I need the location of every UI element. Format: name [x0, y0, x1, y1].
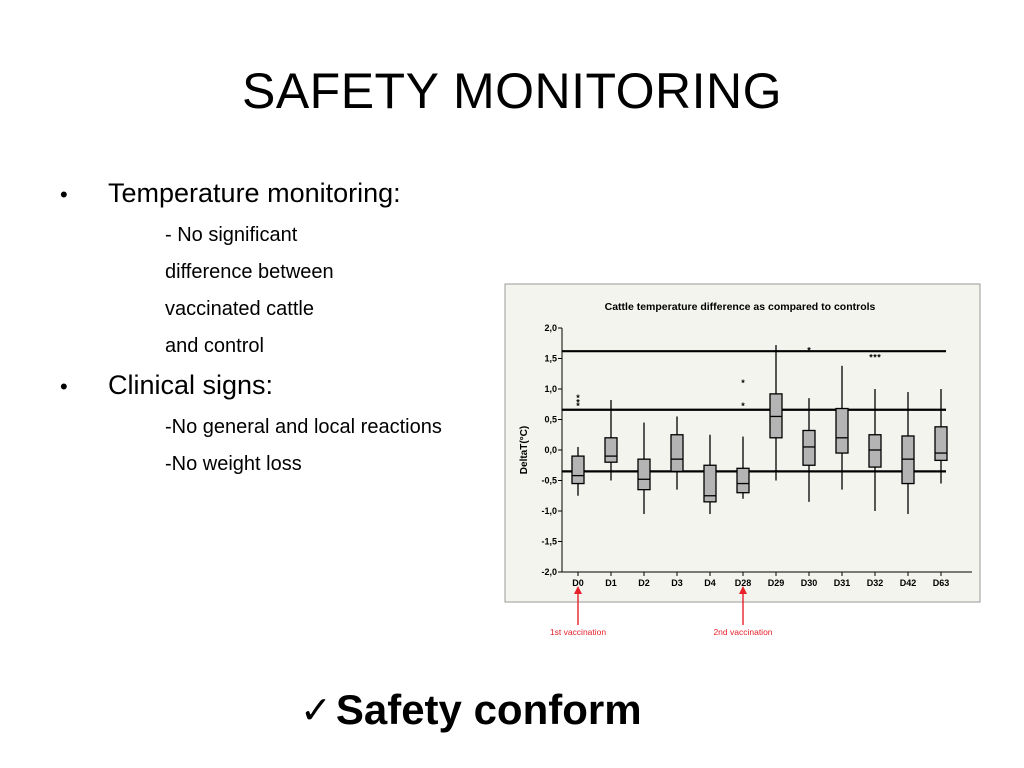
y-axis-label: DeltaT(°C): [519, 426, 530, 474]
y-tick-label: 2,0: [544, 323, 557, 333]
y-tick-label: -1,0: [541, 506, 557, 516]
y-tick-label: 0,0: [544, 445, 557, 455]
box: [670, 434, 684, 472]
outlier-marker: *: [741, 401, 745, 411]
x-tick-label: D0: [572, 578, 584, 588]
chart-title: Cattle temperature difference as compare…: [605, 301, 876, 313]
slide-title: SAFETY MONITORING: [241, 63, 783, 119]
box: [637, 458, 651, 491]
verdict: ✓ Safety conform: [300, 686, 642, 734]
outlier-marker: *: [869, 352, 873, 362]
sub-line: -No weight loss: [165, 453, 302, 475]
outlier-marker: *: [576, 401, 580, 411]
x-tick-label: D29: [768, 578, 785, 588]
bullet-label: Clinical signs:: [108, 370, 274, 400]
annotation-label: 1st vaccination: [550, 627, 606, 637]
x-tick-label: D30: [801, 578, 818, 588]
outlier-marker: *: [807, 346, 811, 356]
x-tick-label: D42: [900, 578, 917, 588]
annotation-label: 2nd vaccination: [713, 627, 772, 637]
bullet-clinical: • Clinical signs:: [60, 370, 500, 410]
bullet-glyph: •: [60, 374, 68, 399]
box: [835, 407, 849, 454]
box: [604, 437, 618, 463]
box: [934, 426, 948, 462]
box: [868, 434, 882, 468]
outlier-marker: *: [576, 397, 580, 407]
sub-line: -No general and local reactions: [165, 416, 442, 438]
x-tick-label: D32: [867, 578, 884, 588]
sub-line: difference between: [165, 261, 334, 283]
y-tick-label: 1,0: [544, 384, 557, 394]
bullet-temperature: • Temperature monitoring:: [60, 178, 500, 218]
annotation-arrowhead: [739, 586, 747, 594]
outlier-marker: *: [576, 393, 580, 403]
x-tick-label: D3: [671, 578, 683, 588]
verdict-text: Safety conform: [335, 686, 642, 733]
sub-line: - No significant: [165, 224, 298, 246]
box: [571, 455, 585, 485]
chart-container: Cattle temperature difference as compare…: [500, 280, 985, 642]
box: [736, 467, 750, 494]
x-tick-label: D63: [933, 578, 950, 588]
x-tick-label: D31: [834, 578, 851, 588]
x-tick-label: D4: [704, 578, 716, 588]
y-tick-label: 1,5: [544, 354, 557, 364]
bullet-label: Temperature monitoring:: [108, 178, 401, 208]
x-tick-label: D1: [605, 578, 617, 588]
annotation-arrowhead: [574, 586, 582, 594]
y-tick-label: -1,5: [541, 537, 557, 547]
box: [703, 464, 717, 503]
checkmark-icon: ✓: [300, 689, 332, 732]
bullet-list: • Temperature monitoring: - No significa…: [60, 178, 500, 484]
x-tick-label: D28: [735, 578, 752, 588]
sub-line: vaccinated cattle: [165, 298, 314, 320]
y-tick-label: 0,5: [544, 415, 557, 425]
sub-line: and control: [165, 335, 264, 357]
y-tick-label: -2,0: [541, 567, 557, 577]
outlier-marker: *: [873, 352, 877, 362]
box: [802, 429, 816, 466]
boxplot-chart: Cattle temperature difference as compare…: [504, 283, 981, 637]
outlier-marker: *: [877, 352, 881, 362]
outlier-marker: *: [741, 378, 745, 388]
x-tick-label: D2: [638, 578, 650, 588]
bullet-glyph: •: [60, 182, 68, 207]
y-tick-label: -0,5: [541, 476, 557, 486]
